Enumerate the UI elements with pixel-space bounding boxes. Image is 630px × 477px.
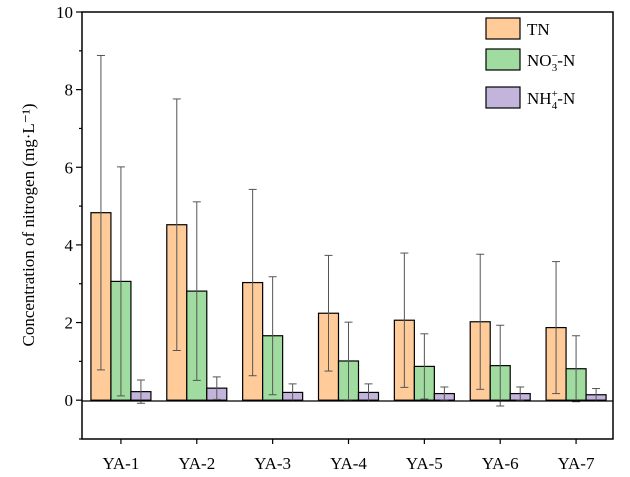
legend-label: NO− 3-N <box>527 50 575 74</box>
y-axis-label-text: Concentration of nitrogen (mg·L⁻¹) <box>19 103 38 346</box>
x-tick-label: YA-4 <box>330 454 367 473</box>
x-tick-label: YA-3 <box>254 454 291 473</box>
y-tick-label: 4 <box>65 236 74 255</box>
plot-frame <box>81 11 614 440</box>
x-tick-label: YA-7 <box>558 454 595 473</box>
legend-label: TN <box>527 20 550 39</box>
y-tick-label: 8 <box>65 81 74 100</box>
y-tick-label: 6 <box>65 158 74 177</box>
legend: TN NO− 3-N NH+ 4-N <box>485 17 575 112</box>
y-tick-label: 0 <box>65 391 74 410</box>
x-tick-label: YA-1 <box>103 454 140 473</box>
legend-swatch <box>485 48 521 71</box>
y-tick-label: 10 <box>56 3 73 22</box>
legend-swatch <box>485 86 521 109</box>
legend-label: NH+ 4-N <box>527 88 575 112</box>
x-tick-label: YA-5 <box>406 454 443 473</box>
y-tick-label: 2 <box>65 314 74 333</box>
x-tick-label: YA-2 <box>178 454 215 473</box>
x-tick-label: YA-6 <box>482 454 519 473</box>
legend-swatch <box>485 17 521 40</box>
y-axis-label: Concentration of nitrogen (mg·L⁻¹) <box>19 103 38 346</box>
